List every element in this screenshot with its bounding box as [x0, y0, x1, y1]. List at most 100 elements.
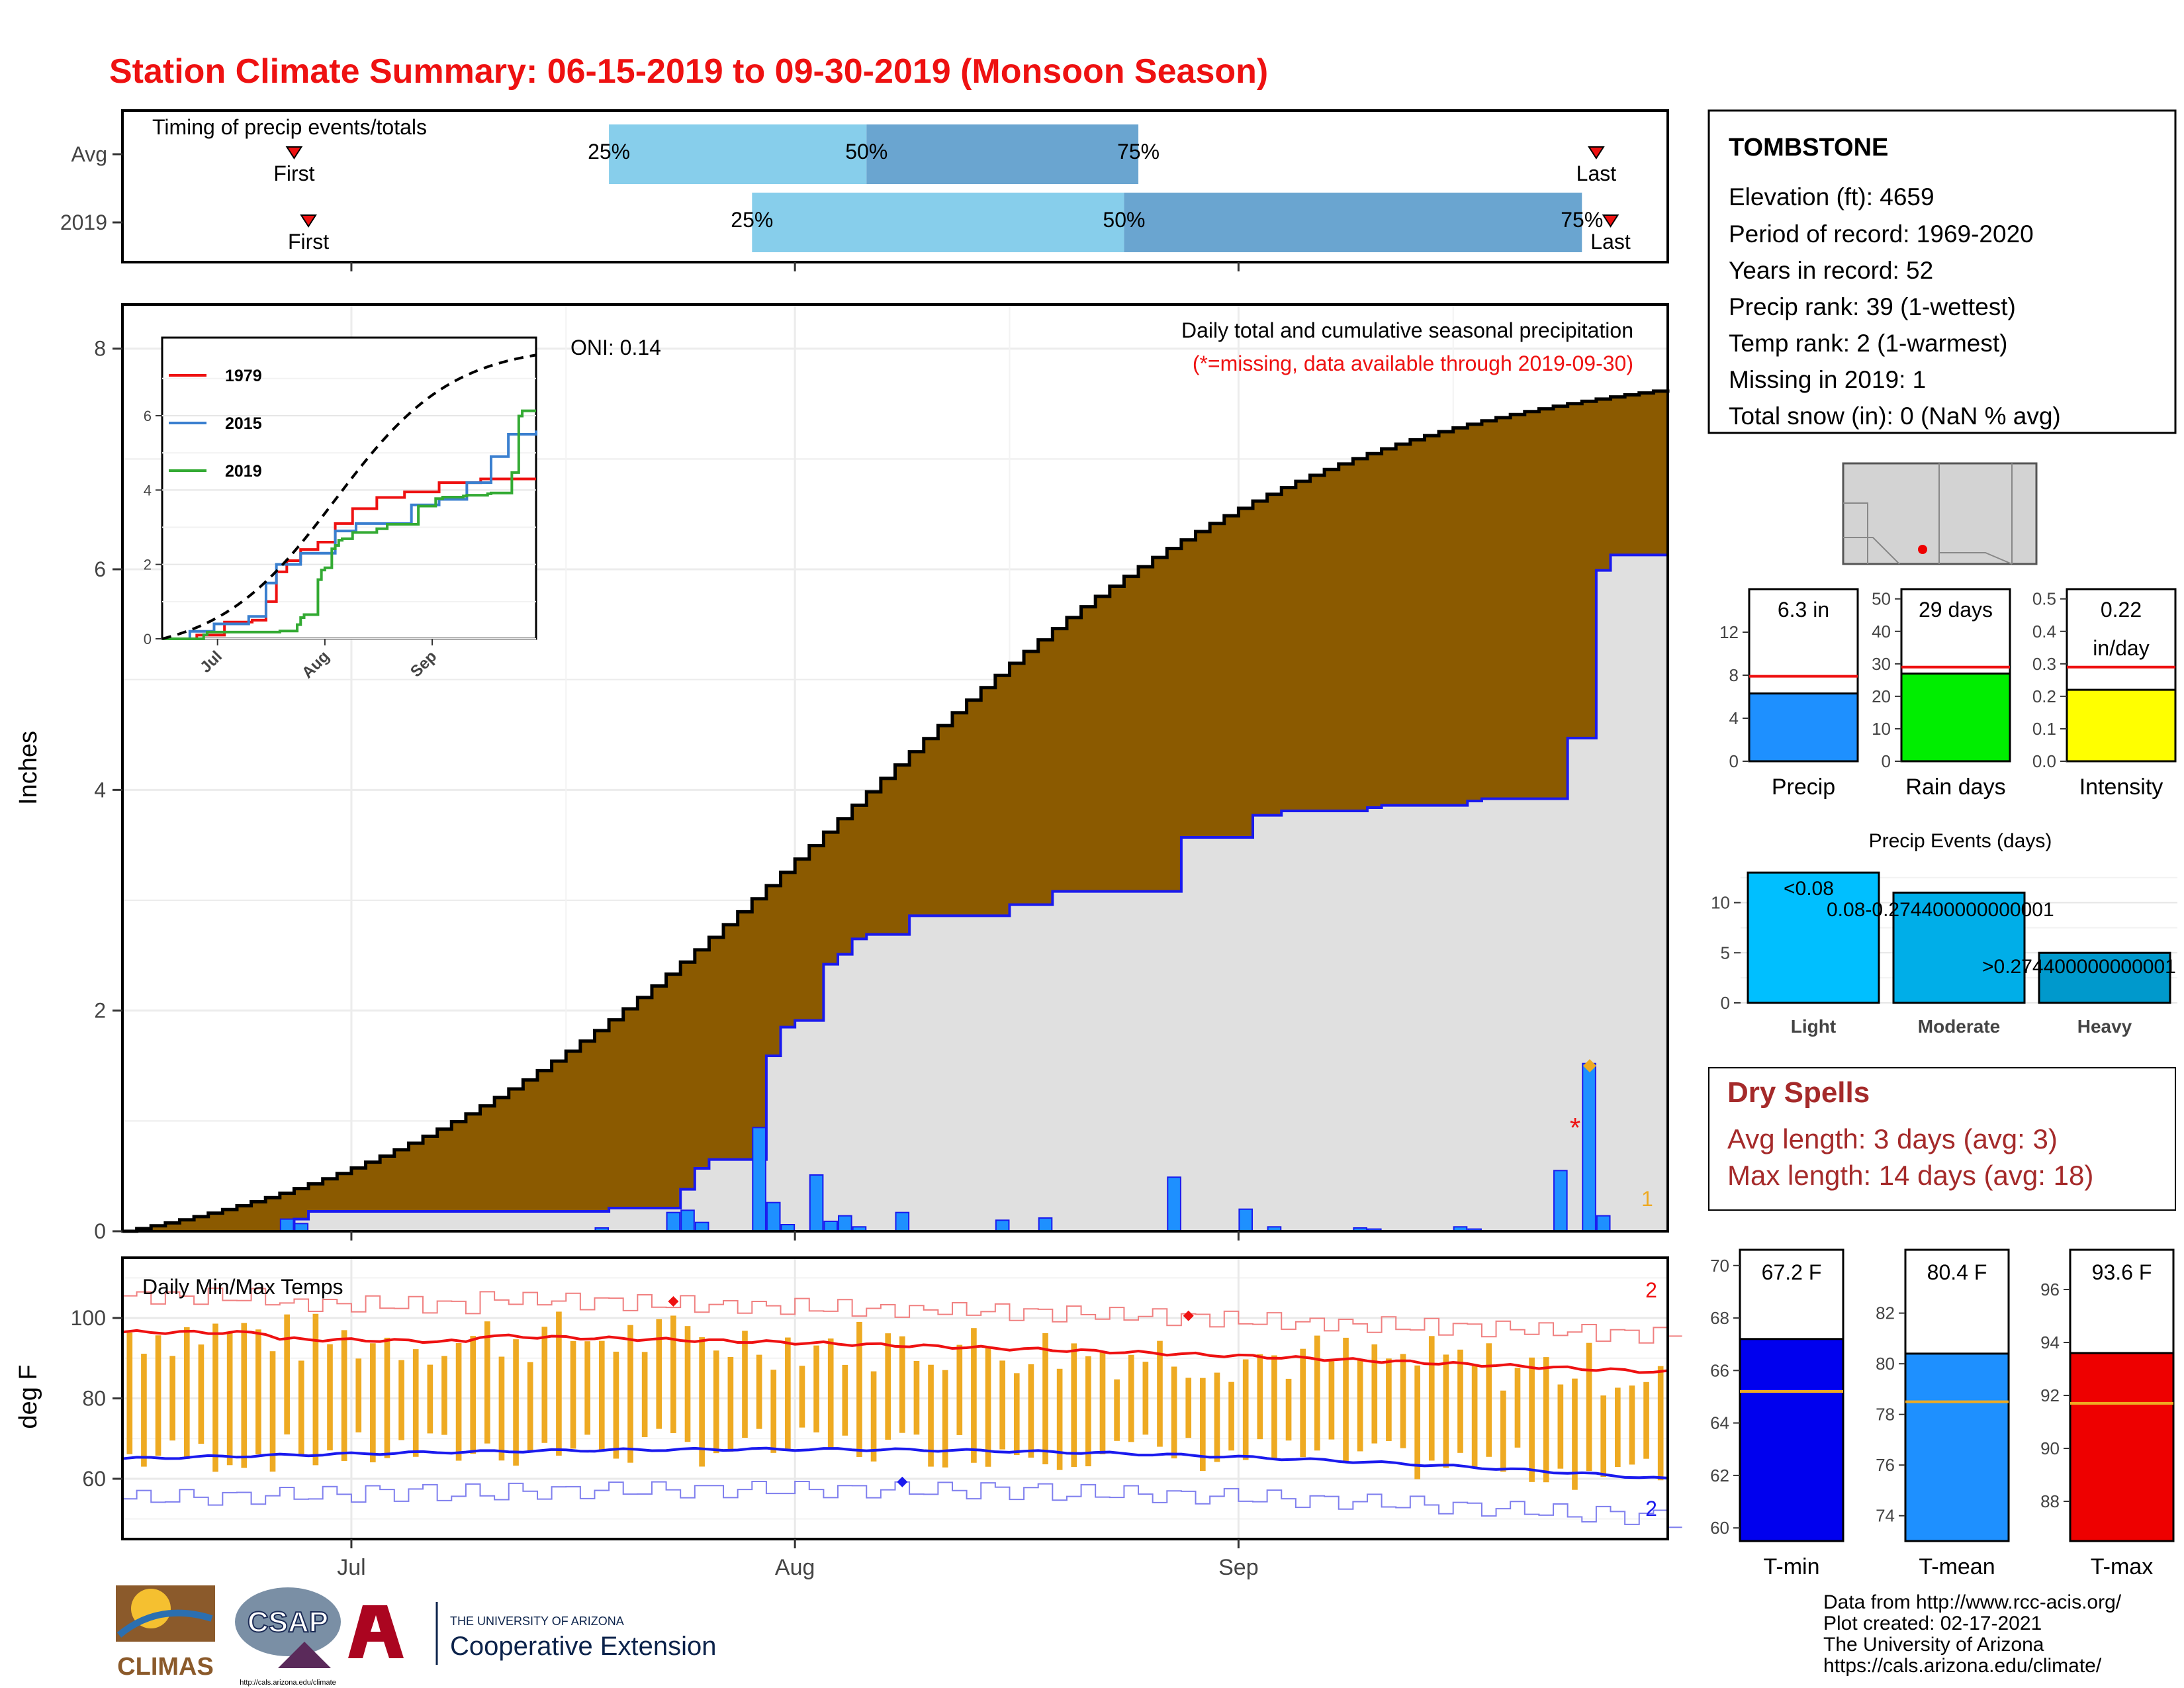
daily-temp-range-bar [1228, 1382, 1234, 1451]
daily-temp-range-bar [842, 1364, 848, 1436]
daily-temp-range-bar [1314, 1335, 1320, 1451]
date-x-axis: Jul Aug Sep [337, 1539, 1259, 1580]
events-x-tick-label: Moderate [1918, 1016, 2000, 1037]
precip-y-axis: 0 2 4 6 8 [94, 337, 1240, 1243]
temp-bar-t-max: 93.6 F 88 90 92 94 96 T-max [2040, 1248, 2175, 1579]
quartile-bar-lower [752, 193, 1124, 252]
daily-precip-bar [1596, 1215, 1611, 1232]
daily-temp-range-bar [470, 1336, 477, 1454]
temp-y-tick-label: 60 [82, 1467, 106, 1491]
temp-bar-label: T-max [2091, 1554, 2153, 1579]
temp-y-tick-label: 80 [82, 1387, 106, 1411]
station-location-dot [1918, 545, 1927, 554]
temp-y-axis-label: deg F [15, 1364, 42, 1429]
daily-precip-bar [895, 1211, 910, 1232]
temp-bar-fill [1739, 1338, 1844, 1542]
daily-temp-range-bar [813, 1345, 819, 1432]
daily-temp-range-bar [498, 1356, 505, 1461]
daily-temp-range-bar [1114, 1379, 1120, 1441]
temp-bar-tick-label: 94 [2040, 1333, 2060, 1352]
summary-bar-tick-label: 0 [1729, 751, 1739, 771]
daily-temp-range-bar [1056, 1368, 1063, 1470]
dry-spells-avg: Avg length: 3 days (avg: 3) [1727, 1123, 2058, 1154]
inset-series-line [162, 430, 537, 640]
temp-bar-value: 93.6 F [2092, 1260, 2152, 1284]
inset-y-tick-label: 4 [144, 482, 152, 498]
daily-temp-range-bar [255, 1329, 261, 1455]
daily-temp-range-bar [398, 1360, 404, 1440]
avg-max-line [122, 1329, 1668, 1374]
missing-count-label: 1 [1641, 1187, 1653, 1211]
daily-temp-range-bar [1200, 1378, 1206, 1472]
csap-logo-text: CSAP [248, 1606, 328, 1638]
locator-map [1842, 462, 2038, 565]
quartile-bar-upper [866, 124, 1139, 184]
daily-temp-range-bar [1285, 1378, 1292, 1441]
station-line: Years in record: 52 [1729, 257, 1933, 284]
record-marker [1583, 1059, 1596, 1072]
daily-temp-range-bar [985, 1348, 991, 1467]
quartile-label: 25% [731, 208, 773, 232]
daily-precip-bar [995, 1219, 1010, 1233]
summary-bar-tick-label: 0 [1882, 751, 1891, 771]
daily-temp-range-bar [1486, 1343, 1492, 1457]
temp-bar-fill [1904, 1352, 2010, 1542]
event-marker-label: First [288, 230, 329, 254]
ua-line-2: Cooperative Extension [450, 1632, 716, 1661]
events-y-tick-label: 5 [1721, 943, 1730, 962]
events-x-tick-label: Heavy [2077, 1016, 2132, 1037]
daily-temp-range-bar [785, 1337, 791, 1450]
daily-temp-range-bar [1185, 1378, 1192, 1438]
daily-temp-range-bar [627, 1325, 633, 1463]
daily-temp-range-bar [527, 1362, 533, 1453]
dry-spells-max: Max length: 14 days (avg: 18) [1727, 1160, 2093, 1191]
daily-temp-range-bar [770, 1370, 777, 1453]
temp-panel-caption: Daily Min/Max Temps [142, 1275, 343, 1299]
summary-bar-label: Rain days [1905, 774, 2005, 800]
daily-precip-bar [823, 1221, 839, 1232]
daily-temp-range-bar [327, 1344, 333, 1451]
temp-bar-tick-label: 74 [1876, 1506, 1895, 1526]
inset-y-tick-label: 0 [144, 631, 152, 647]
event-marker [285, 146, 303, 160]
temp-bar-tick-label: 76 [1876, 1455, 1895, 1475]
daily-precip-bar [809, 1174, 824, 1232]
events-chart-title: Precip Events (days) [1869, 830, 2052, 852]
temp-panel: 60 80 100 deg F Daily Min/Max Temps 2 2 [15, 1256, 1682, 1540]
daily-temp-range-bar [684, 1326, 691, 1442]
credit-line: https://cals.arizona.edu/climate/ [1823, 1655, 2102, 1677]
temp-bar-tick-label: 88 [2040, 1491, 2060, 1511]
x-axis-tick-label: Sep [1218, 1555, 1259, 1580]
summary-bar-tick-label: 8 [1729, 665, 1739, 685]
events-bar-moderate [1892, 891, 2026, 1004]
csap-logo: CSAP http://cals.arizona.edu/climate [235, 1587, 341, 1687]
daily-temp-range-bar [1300, 1348, 1306, 1458]
daily-temp-range-bar [1543, 1357, 1549, 1483]
daily-precip-bar [766, 1201, 781, 1232]
daily-temp-range-bar [284, 1314, 290, 1434]
timing-panel-label: Timing of precip events/totals [152, 115, 427, 139]
daily-temp-range-bar [1414, 1365, 1420, 1479]
csap-logo-url: http://cals.arizona.edu/climate [240, 1679, 336, 1687]
footer-logos: CLIMAS CSAP http://cals.arizona.edu/clim… [116, 1585, 716, 1687]
missing-marker: * [1570, 1112, 1580, 1143]
station-line: Period of record: 1969-2020 [1729, 220, 2034, 248]
summary-bar-tick-label: 30 [1872, 654, 1891, 674]
daily-temp-range-bar [541, 1327, 548, 1443]
station-line: Total snow (in): 0 (NaN % avg) [1729, 402, 2061, 430]
precip-missing-note: (*=missing, data available through 2019-… [1193, 352, 1633, 375]
station-line: Precip rank: 39 (1-wettest) [1729, 293, 2016, 320]
daily-temp-range-bar [1214, 1372, 1220, 1462]
page-title: Station Climate Summary: 06-15-2019 to 0… [109, 52, 1268, 91]
timing-quartile-bars [609, 124, 1582, 252]
summary-bar-label: Intensity [2079, 774, 2163, 800]
temp-bar-tick-label: 60 [1710, 1518, 1729, 1538]
daily-temp-range-bar [441, 1356, 447, 1435]
climas-logo: CLIMAS [116, 1585, 215, 1681]
daily-temp-range-bar [913, 1360, 920, 1435]
precip-y-tick-label: 8 [94, 337, 106, 361]
credit-line: Data from http://www.rcc-acis.org/ [1823, 1591, 2122, 1613]
summary-bar-rain-days: 29 days 0 10 20 30 40 50 Rain days [1872, 588, 2011, 800]
daily-temp-range-bar [799, 1366, 805, 1428]
summary-bar-tick-label: 0.0 [2032, 751, 2056, 771]
